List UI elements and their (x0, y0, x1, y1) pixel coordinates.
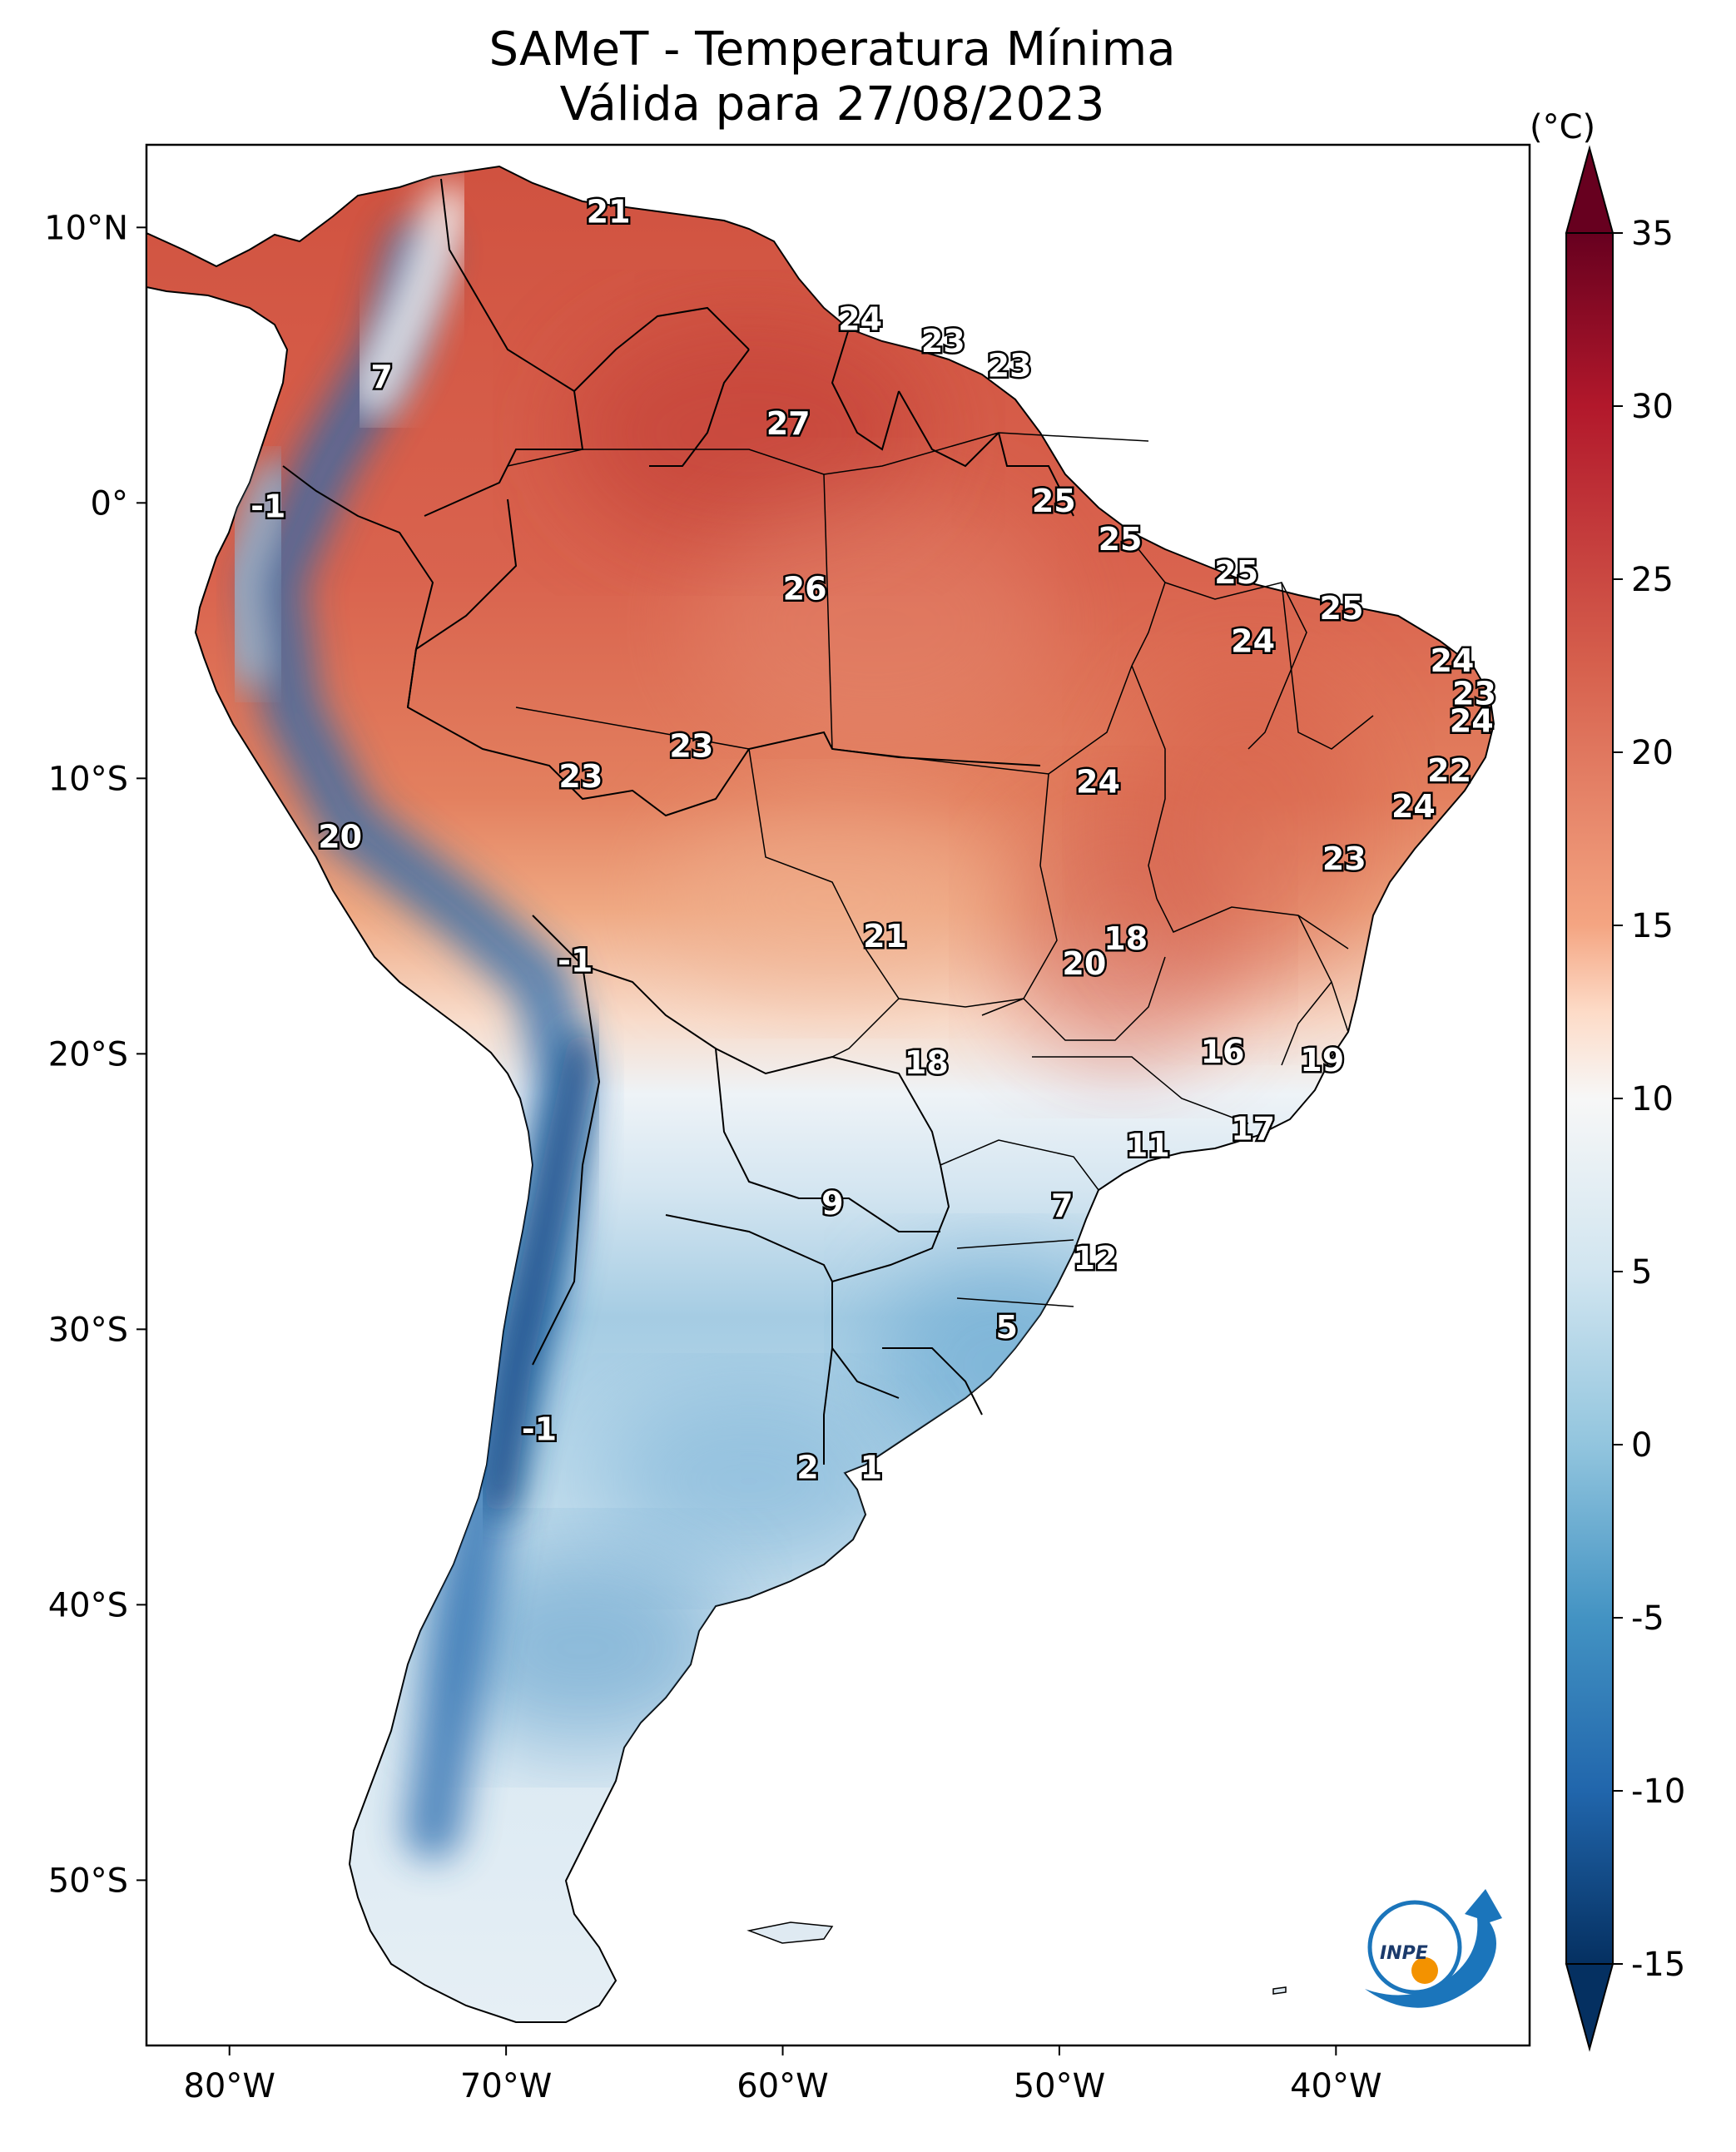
colorbar-tick-label: 25 (1631, 561, 1674, 599)
temperature-label: -1 (522, 1411, 557, 1447)
colorbar-tick-label: 35 (1631, 215, 1674, 253)
lon-tick-label: 40°W (1290, 2067, 1381, 2105)
logo-ring-icon (1367, 1900, 1462, 1995)
temperature-label: 1 (861, 1450, 882, 1486)
temperature-label: 24 (1231, 623, 1275, 660)
temperature-label: 11 (1126, 1127, 1170, 1163)
temperature-label: -1 (558, 943, 593, 979)
colorbar-ticks: 35 30 25 20 15 10 5 0 -5 -10 -15 (1613, 215, 1685, 1984)
temperature-label: 23 (1322, 840, 1366, 877)
colorbar-tick-label: 30 (1631, 388, 1674, 426)
temperature-label: 12 (1074, 1240, 1118, 1277)
colorbar-bottom-arrow-icon (1565, 1963, 1614, 2052)
lat-tick-label: 10°S (48, 760, 128, 798)
temperature-label: 25 (1032, 483, 1076, 519)
colorbar-tick-label: 20 (1631, 734, 1674, 772)
temperature-label: 20 (1062, 945, 1106, 982)
temperature-label: 24 (1391, 788, 1436, 825)
country-borders (282, 178, 1074, 1465)
logo-text: INPE (1380, 1943, 1428, 1964)
colorbar-tick-label: 15 (1631, 907, 1674, 945)
colorbar-gradient (1565, 232, 1614, 1965)
lat-tick-label: 50°S (48, 1862, 128, 1900)
logo-arrow-icon (1365, 1889, 1502, 2008)
lon-tick-label: 60°W (737, 2067, 828, 2105)
temperature-label: 18 (1104, 920, 1148, 957)
temperature-label: 25 (1214, 554, 1258, 591)
colorbar: 35 30 25 20 15 10 5 0 -5 -10 -15 (1565, 145, 1685, 2052)
temperature-label: 22 (1427, 752, 1471, 789)
inpe-logo: INPE (1365, 1889, 1502, 2008)
colorbar-tick-label: 5 (1631, 1253, 1652, 1292)
temperature-label: 23 (558, 758, 603, 795)
lat-tick-label: 0° (91, 484, 128, 523)
temperature-label: 23 (1452, 676, 1496, 712)
temperature-label: 9 (821, 1185, 843, 1222)
temperature-label: 2 (796, 1450, 818, 1486)
temperature-label: 26 (783, 571, 827, 607)
temperature-label: 19 (1300, 1042, 1344, 1078)
colorbar-tick-label: -10 (1631, 1773, 1685, 1811)
temperature-label: 16 (1201, 1034, 1245, 1070)
temperature-label: 24 (1450, 703, 1494, 740)
colorbar-unit: (°C) (1530, 108, 1596, 146)
logo-sun-icon (1411, 1957, 1438, 1984)
temperature-label: 23 (988, 348, 1032, 384)
map-title: SAMeT - Temperatura Mínima (489, 22, 1176, 77)
temperature-label: 23 (669, 727, 713, 764)
temperature-label: 24 (838, 300, 882, 337)
lon-tick-label: 70°W (460, 2067, 552, 2105)
temperature-label: 24 (1076, 763, 1120, 800)
map-subtitle: Válida para 27/08/2023 (559, 77, 1105, 131)
longitude-ticks: 80°W 70°W 60°W 50°W 40°W (183, 2045, 1382, 2105)
lat-tick-label: 10°N (44, 209, 128, 247)
temperature-label: 25 (1320, 590, 1364, 627)
temperature-label: -1 (250, 488, 285, 524)
temperature-label: 20 (318, 819, 362, 855)
temperature-label: 17 (1231, 1111, 1275, 1148)
colorbar-tick-label: 0 (1631, 1426, 1652, 1465)
lat-tick-label: 40°S (48, 1586, 128, 1624)
lon-tick-label: 80°W (183, 2067, 275, 2105)
colorbar-tick-label: 10 (1631, 1080, 1674, 1118)
temperature-label: 21 (863, 918, 907, 955)
temperature-label: 21 (587, 193, 631, 230)
state-borders (507, 432, 1374, 1307)
lon-tick-label: 50°W (1014, 2067, 1105, 2105)
temperature-label: 24 (1430, 642, 1474, 679)
colorbar-top-arrow-icon (1565, 145, 1614, 234)
latitude-ticks: 10°N 0° 10°S 20°S 30°S 40°S 50°S (44, 209, 146, 1900)
temperature-label: 27 (766, 405, 811, 442)
temperature-label: 5 (996, 1309, 1018, 1346)
lat-tick-label: 30°S (48, 1311, 128, 1349)
temperature-label: 7 (370, 359, 392, 395)
temperature-label: 7 (1051, 1188, 1073, 1224)
temperature-label: 23 (921, 323, 965, 359)
colorbar-tick-label: -15 (1631, 1946, 1685, 1984)
temperature-label: 25 (1099, 521, 1143, 558)
colorbar-tick-label: -5 (1631, 1599, 1664, 1638)
lat-tick-label: 20°S (48, 1035, 128, 1074)
temperature-label: 18 (905, 1044, 949, 1081)
